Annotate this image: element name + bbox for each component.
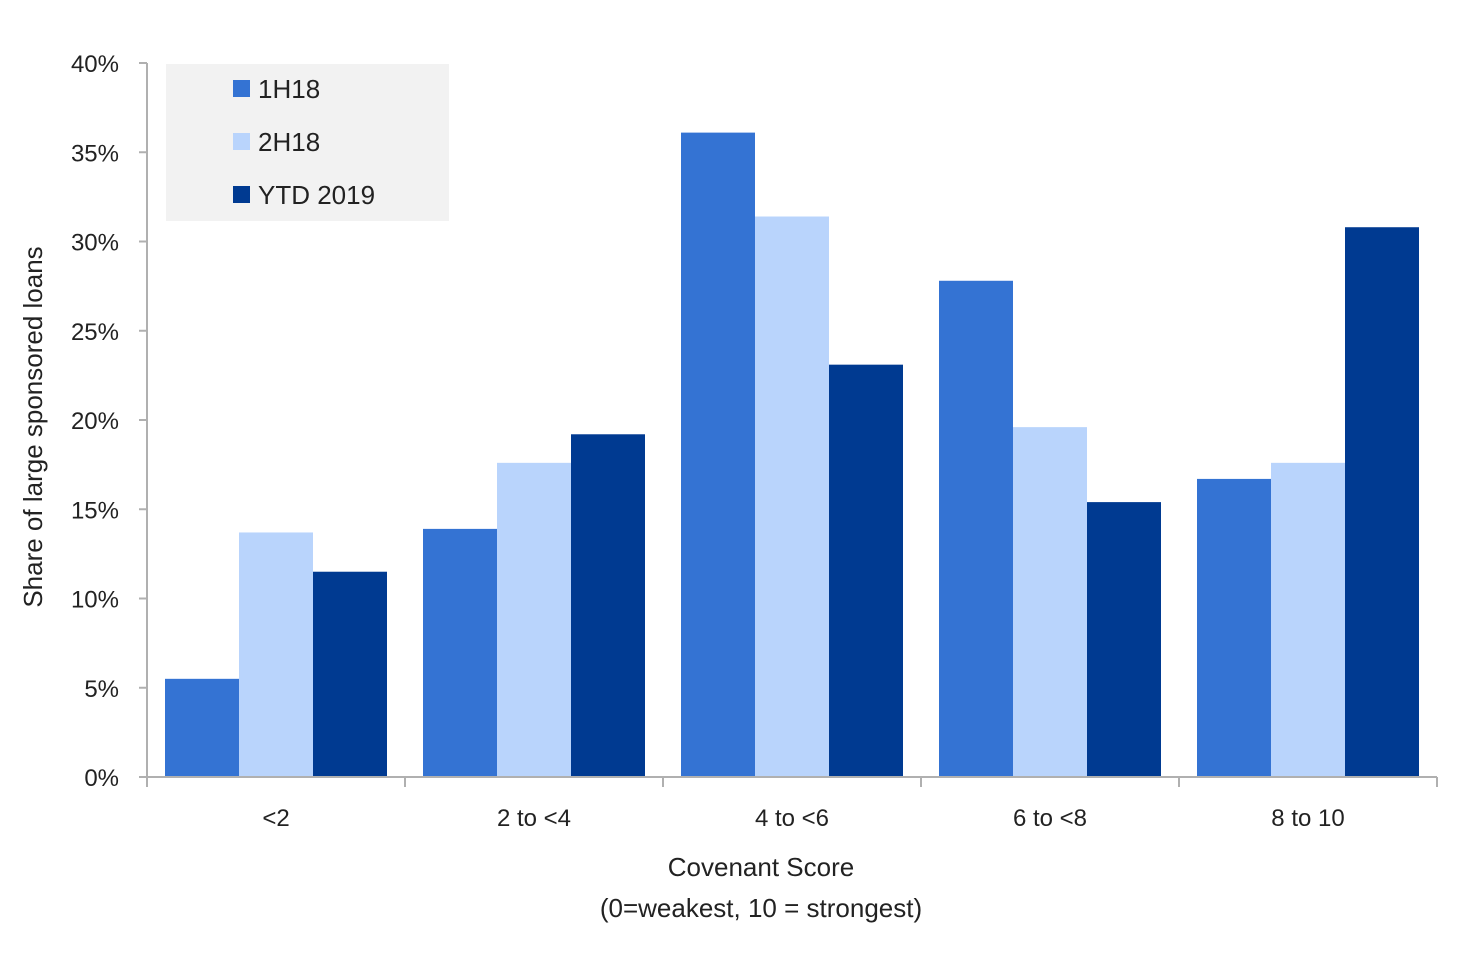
bar [829,364,903,777]
bar [423,528,497,777]
bar [313,571,387,777]
bar [239,532,313,777]
legend-swatch [233,133,250,150]
y-tick-label: 15% [71,497,119,524]
legend-swatch [233,186,250,203]
x-axis-ticks: <2 2 to <4 4 to <6 6 to <8 8 to 10 [146,777,1438,832]
y-axis-title: Share of large sponsored loans [18,246,48,607]
legend-swatch [233,80,250,97]
y-tick-label: 25% [71,319,119,346]
legend-label: YTD 2019 [258,180,375,210]
bar [939,280,1013,777]
bar [1013,427,1087,777]
y-tick-label: 35% [71,140,119,167]
x-tick-label: 2 to <4 [497,805,571,832]
legend: 1H18 2H18 YTD 2019 [166,64,449,221]
bar [165,678,239,777]
legend-label: 1H18 [258,74,320,104]
y-tick-label: 5% [84,676,119,703]
bar [571,434,645,777]
y-tick-label: 10% [71,587,119,614]
bar [1345,227,1419,778]
bars-layer [165,132,1419,778]
x-tick-label: <2 [262,805,289,832]
y-tick-label: 30% [71,230,119,257]
x-tick-label: 6 to <8 [1013,805,1087,832]
x-tick-label: 4 to <6 [755,805,829,832]
x-tick-label: 8 to 10 [1271,805,1344,832]
bar [497,462,571,777]
y-tick-label: 40% [71,51,119,78]
bar [1087,502,1161,777]
legend-items: 1H18 2H18 YTD 2019 [233,74,375,210]
y-axis-ticks: 0% 5% 10% 15% 20% 25% 30% 35% 40% [71,51,147,792]
y-tick-label: 20% [71,408,119,435]
legend-label: 2H18 [258,127,320,157]
x-axis-title: Covenant Score [668,852,854,882]
bar [755,216,829,777]
bar [1271,462,1345,777]
bar [1197,478,1271,777]
x-axis-subtitle: (0=weakest, 10 = strongest) [600,893,922,923]
legend-background [166,64,449,221]
y-tick-label: 0% [84,765,119,792]
bar [681,132,755,778]
